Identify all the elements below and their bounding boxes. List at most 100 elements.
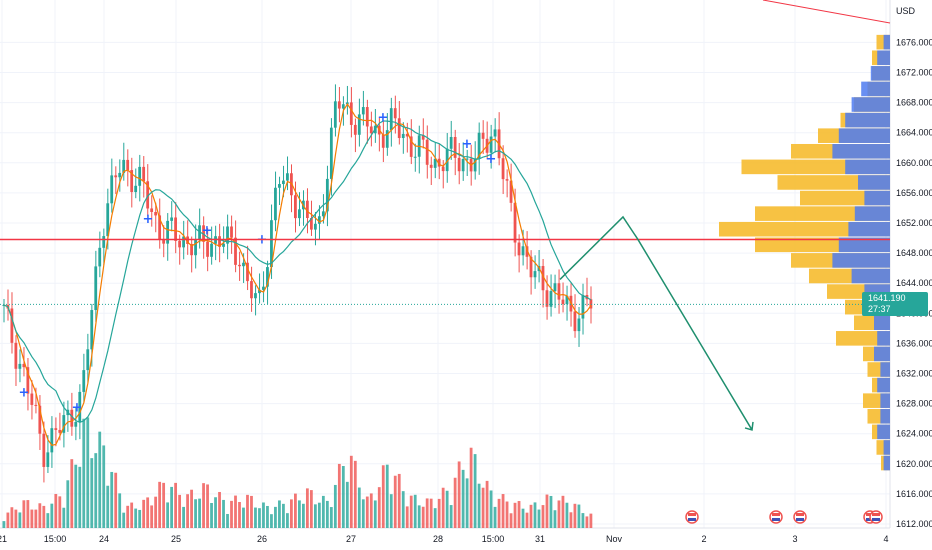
candle-body xyxy=(154,211,158,216)
volume-bar xyxy=(453,477,457,528)
last-price-badge: 1641.190 27:37 xyxy=(862,292,928,317)
volume-profile-buy xyxy=(832,253,890,268)
volume-bar xyxy=(270,514,273,528)
volume-bar xyxy=(110,471,114,528)
candle-body xyxy=(10,308,14,343)
candle-body xyxy=(230,226,233,238)
volume-profile-buy xyxy=(880,362,890,377)
candle-body xyxy=(509,180,513,203)
volume-bar xyxy=(226,513,229,528)
trend-line xyxy=(762,0,891,24)
volume-bar xyxy=(170,486,174,528)
economic-event-flag-stripe xyxy=(688,513,696,516)
candle-body xyxy=(170,217,174,221)
volume-bar xyxy=(54,493,58,528)
volume-bar xyxy=(290,499,293,528)
volume-bar xyxy=(313,504,317,528)
candle-body xyxy=(529,256,533,278)
volume-bar xyxy=(58,496,62,528)
volume-bar xyxy=(86,417,90,528)
y-tick-label: 1664.000 xyxy=(896,128,932,138)
economic-event-flag-stripe xyxy=(772,518,780,521)
volume-profile-buy xyxy=(845,112,890,128)
candle-body xyxy=(234,237,237,265)
candle-body xyxy=(250,281,253,299)
candle-body xyxy=(313,223,317,230)
candle-body xyxy=(126,159,130,171)
volume-bar xyxy=(234,495,237,528)
candle-body xyxy=(42,433,46,467)
candle-body xyxy=(98,247,102,267)
candle-body xyxy=(278,184,281,188)
candle-body xyxy=(401,133,405,139)
volume-profile-buy xyxy=(880,408,890,424)
volume-bar xyxy=(222,499,225,528)
volume-bar xyxy=(401,491,405,528)
volume-bar xyxy=(2,521,6,528)
volume-profile-buy xyxy=(854,206,890,221)
candle-body xyxy=(114,175,118,178)
volume-bar xyxy=(114,472,118,528)
candle-body xyxy=(146,181,150,209)
economic-event-flag-stripe xyxy=(872,518,880,521)
volume-profile-buy xyxy=(880,393,890,408)
volume-bar xyxy=(341,466,345,528)
candle-body xyxy=(34,404,38,406)
signal-marker-icon: + xyxy=(202,224,213,239)
volume-bar xyxy=(413,494,417,528)
volume-bar xyxy=(42,505,46,528)
volume-bar xyxy=(38,503,42,528)
candle-body xyxy=(561,299,565,305)
candle-body xyxy=(449,136,453,149)
volume-bar xyxy=(134,508,138,528)
y-tick-label: 1620.000 xyxy=(896,459,932,469)
candle-body xyxy=(505,179,509,181)
candle-body xyxy=(182,236,185,248)
candle-body xyxy=(78,391,82,422)
x-tick-label: 2 xyxy=(701,534,706,544)
volume-bar xyxy=(497,498,501,528)
volume-profile-buy xyxy=(838,237,890,253)
volume-bar xyxy=(485,480,489,528)
candle-body xyxy=(441,166,445,172)
candle-body xyxy=(118,172,122,178)
candle-body xyxy=(341,104,345,109)
volume-profile-sell xyxy=(836,331,890,346)
candle-body xyxy=(22,363,26,368)
candle-body xyxy=(457,157,461,172)
volume-bar xyxy=(301,503,305,528)
volume-bar xyxy=(393,475,397,528)
volume-bar xyxy=(545,494,549,528)
volume-bar xyxy=(321,495,325,528)
candle-body xyxy=(517,242,521,256)
volume-bar xyxy=(10,507,14,528)
last-price-value: 1641.190 xyxy=(868,293,906,304)
signal-marker-icon: + xyxy=(462,137,473,152)
economic-event-flag-stripe xyxy=(872,513,880,516)
candle-body xyxy=(174,217,178,241)
volume-bar xyxy=(210,502,213,528)
volume-bar xyxy=(441,487,445,528)
candle-body xyxy=(190,243,193,256)
volume-bar xyxy=(405,506,409,528)
volume-bar xyxy=(425,498,429,528)
volume-bar xyxy=(250,495,253,528)
candle-body xyxy=(178,240,181,248)
volume-bar xyxy=(238,502,241,528)
candle-body xyxy=(286,173,289,181)
candle-body xyxy=(58,429,62,433)
volume-bar xyxy=(385,464,389,528)
candle-body xyxy=(365,107,369,127)
x-tick-label: 27 xyxy=(346,534,356,544)
volume-bar xyxy=(445,490,449,528)
volume-bar xyxy=(126,505,130,528)
volume-bar xyxy=(70,459,74,528)
volume-bar xyxy=(509,513,513,528)
volume-bar xyxy=(46,513,50,528)
currency-label: USD xyxy=(896,6,916,16)
candle-body xyxy=(361,107,365,115)
candle-body xyxy=(337,101,341,109)
volume-bar xyxy=(142,499,146,528)
